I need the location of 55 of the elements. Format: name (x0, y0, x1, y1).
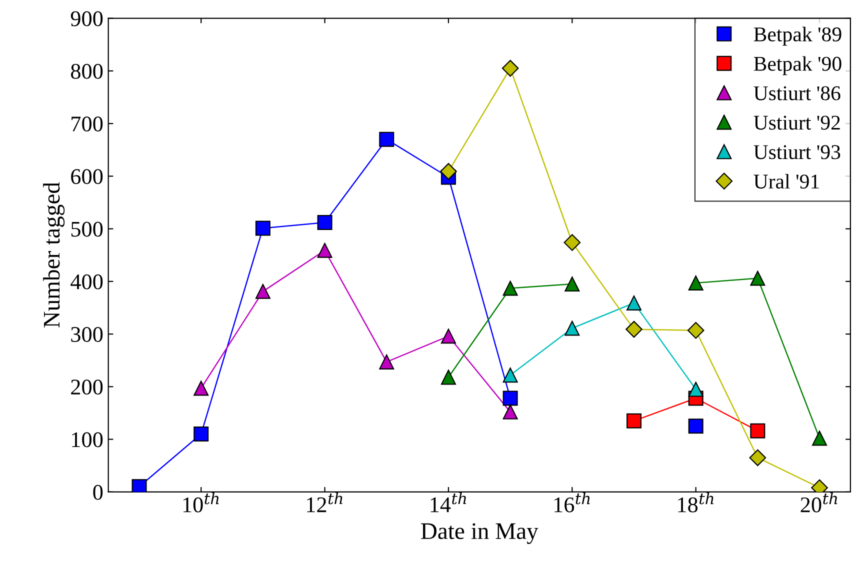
y-tick-label: 100 (72, 432, 103, 448)
point (317, 242, 332, 258)
point (626, 320, 642, 338)
legend-label: Ural '91 (754, 174, 819, 189)
point (255, 220, 270, 236)
point (502, 390, 518, 406)
point (502, 404, 518, 420)
point (440, 328, 456, 344)
point (564, 320, 580, 336)
y-tick-label: 200 (71, 380, 103, 395)
legend-label: Ustiurt '93 (754, 145, 840, 160)
point (502, 60, 519, 77)
point (564, 276, 580, 292)
x-tick-label: 20$^{th}$ (800, 492, 838, 512)
legend-label: Betpak '90 (754, 56, 842, 76)
x-tick-label: 18$^{th}$ (678, 492, 714, 512)
point (749, 449, 766, 466)
point (440, 163, 457, 180)
x-tick-label: 16$^{th}$ (554, 492, 590, 512)
y-axis-title: Number tagged (43, 182, 65, 328)
y-tick-label: 400 (70, 274, 103, 290)
point (750, 270, 766, 286)
point (687, 322, 704, 339)
y-tick-label: 700 (72, 116, 103, 132)
point (502, 280, 518, 296)
x-axis-title: Date in May (421, 523, 538, 544)
legend-label: Ustiurt '86 (754, 86, 840, 100)
y-tick-label: 500 (71, 222, 103, 237)
point (132, 479, 147, 492)
point (688, 418, 704, 434)
point (379, 354, 394, 370)
x-tick-label: 12$^{th}$ (307, 492, 342, 512)
x-tick-label: 14$^{th}$ (430, 492, 466, 512)
legend-label: Ustiurt '92 (754, 116, 840, 130)
y-tick-label: 600 (71, 169, 103, 184)
y-tick-label: 300 (71, 326, 103, 342)
point (564, 234, 581, 251)
x-tick-label: 10$^{th}$ (183, 492, 219, 512)
y-tick-label: 800 (70, 64, 103, 79)
y-tick-label: 0 (93, 484, 103, 500)
point (812, 430, 828, 446)
point (194, 380, 209, 396)
point (440, 370, 456, 385)
point (194, 426, 209, 442)
point (626, 296, 642, 310)
y-tick-label: 900 (70, 11, 103, 26)
point (750, 423, 766, 438)
point (379, 132, 394, 147)
point (626, 413, 642, 428)
point (255, 284, 270, 299)
point (317, 214, 332, 230)
point (688, 382, 704, 397)
point (502, 368, 518, 383)
legend-label: Betpak '89 (754, 26, 842, 46)
point (688, 276, 704, 290)
